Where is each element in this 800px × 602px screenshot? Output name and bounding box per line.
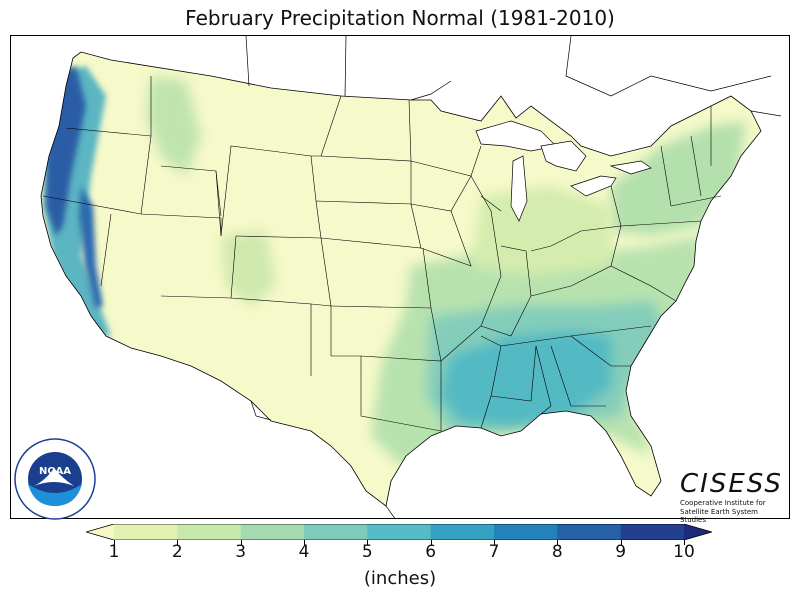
colorbar-segment [620,524,685,540]
colorbar-tick-mark [430,540,432,545]
cisess-name: CISESS [680,469,783,499]
colorbar-tick-label: 1 [108,542,120,562]
cisess-subtitle-2: Satellite Earth System Studies [680,508,758,524]
colorbar-tick-mark [494,540,495,545]
map-svg [40,36,789,518]
colorbar-units: (inches) [363,568,437,589]
colorbar-segment [177,524,242,540]
colorbar-tick-mark [177,540,179,545]
noaa-logo-text: NOAA [39,466,71,477]
great-lakes [475,120,652,222]
colorbar-tick-label: 2 [171,542,183,562]
cisess-subtitle-1: Cooperative Institute for [680,499,766,507]
colorbar-segment [494,524,558,540]
state-boundaries [42,76,722,432]
colorbar [86,524,712,540]
map-title: February Precipitation Normal (1981-2010… [185,6,615,30]
colorbar-segment [367,524,432,540]
colorbar-tick-mark [367,540,369,545]
colorbar-tick-label: 8 [551,542,563,562]
conus-outline [40,51,762,507]
colorbar-tick-mark [557,540,559,545]
colorbar-tick-label: 5 [361,542,373,562]
colorbar-tick-label: 4 [298,542,310,562]
colorbar-segment [240,524,305,540]
colorbar-extend-min [86,524,114,540]
cisess-logo: CISESS Cooperative Institute for Satelli… [680,470,784,524]
colorbar-ticks: 1 2 3 4 5 6 7 8 9 10 [0,542,800,572]
colorbar-segment [557,524,622,540]
colorbar-segment [430,524,495,540]
colorbar-segment [114,524,178,540]
colorbar-tick-label: 9 [615,542,627,562]
precipitation-map [10,35,790,519]
colorbar-tick-label: 3 [235,542,247,562]
colorbar-tick-mark [304,540,305,545]
colorbar-extend-max [684,524,712,540]
colorbar-tick-label: 7 [488,542,500,562]
international-borders [245,36,782,518]
noaa-logo: NOAA [14,438,96,520]
colorbar-tick-mark [684,540,685,545]
colorbar-tick-label: 10 [673,542,695,562]
colorbar-tick-mark [620,540,622,545]
colorbar-tick-mark [240,540,242,545]
colorbar-segment [304,524,368,540]
colorbar-tick-mark [114,540,115,545]
colorbar-tick-label: 6 [425,542,437,562]
